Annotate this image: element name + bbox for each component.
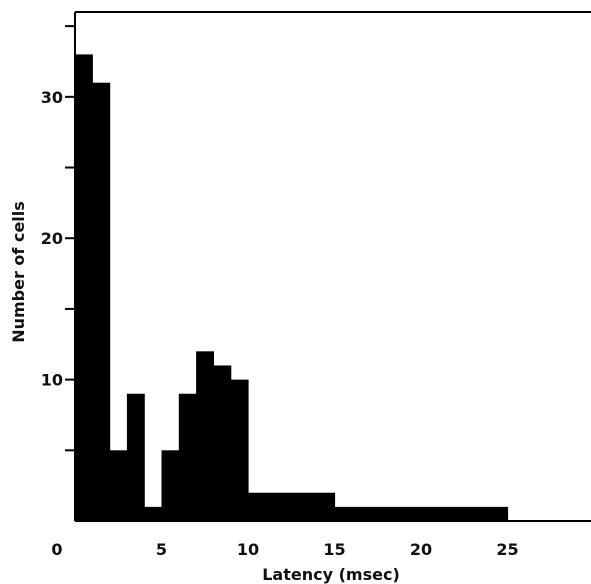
bar-0: [75, 54, 93, 522]
tick-labels-group: 10 20 30 0 5 10 15 20 25: [41, 88, 519, 559]
axes-group: [65, 11, 591, 522]
x-tick-label: 10: [237, 540, 259, 559]
x-tick-label: 0: [51, 540, 62, 559]
bar-5: [161, 450, 180, 521]
bar-11: [334, 506, 509, 521]
bar-3: [126, 393, 145, 521]
x-tick-label: 25: [496, 540, 518, 559]
x-tick-label: 5: [156, 540, 167, 559]
y-axis-title: Number of cells: [9, 201, 28, 343]
bar-7: [196, 351, 214, 521]
bar-4: [144, 506, 163, 521]
x-tick-label: 20: [410, 540, 432, 559]
y-tick-label: 10: [41, 371, 63, 390]
y-tick-label: 30: [41, 88, 63, 107]
bar-6: [178, 393, 197, 521]
bar-10: [248, 492, 336, 521]
bars-group: [75, 54, 509, 522]
x-axis-title: Latency (msec): [262, 565, 400, 584]
bar-2: [109, 450, 128, 521]
x-tick-label: 15: [323, 540, 345, 559]
bar-9: [230, 379, 249, 521]
bar-1: [92, 82, 111, 521]
y-tick-label: 20: [41, 229, 63, 248]
bar-8: [213, 365, 232, 521]
